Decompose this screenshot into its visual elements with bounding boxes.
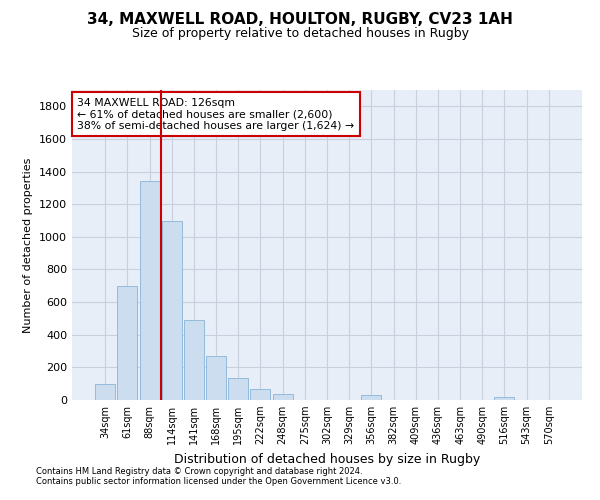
Bar xyxy=(494,396,514,400)
Bar xyxy=(272,394,293,400)
Bar xyxy=(250,388,271,400)
Bar xyxy=(228,378,248,400)
Text: 34, MAXWELL ROAD, HOULTON, RUGBY, CV23 1AH: 34, MAXWELL ROAD, HOULTON, RUGBY, CV23 1… xyxy=(87,12,513,28)
Text: Contains HM Land Registry data © Crown copyright and database right 2024.: Contains HM Land Registry data © Crown c… xyxy=(36,467,362,476)
Text: Contains public sector information licensed under the Open Government Licence v3: Contains public sector information licen… xyxy=(36,477,401,486)
Text: 34 MAXWELL ROAD: 126sqm
← 61% of detached houses are smaller (2,600)
38% of semi: 34 MAXWELL ROAD: 126sqm ← 61% of detache… xyxy=(77,98,354,131)
Bar xyxy=(95,384,115,400)
Bar xyxy=(162,220,182,400)
Bar xyxy=(206,356,226,400)
Bar xyxy=(118,286,137,400)
Bar xyxy=(140,182,160,400)
Bar xyxy=(361,395,382,400)
Bar xyxy=(184,320,204,400)
Y-axis label: Number of detached properties: Number of detached properties xyxy=(23,158,34,332)
X-axis label: Distribution of detached houses by size in Rugby: Distribution of detached houses by size … xyxy=(174,452,480,466)
Text: Size of property relative to detached houses in Rugby: Size of property relative to detached ho… xyxy=(131,28,469,40)
